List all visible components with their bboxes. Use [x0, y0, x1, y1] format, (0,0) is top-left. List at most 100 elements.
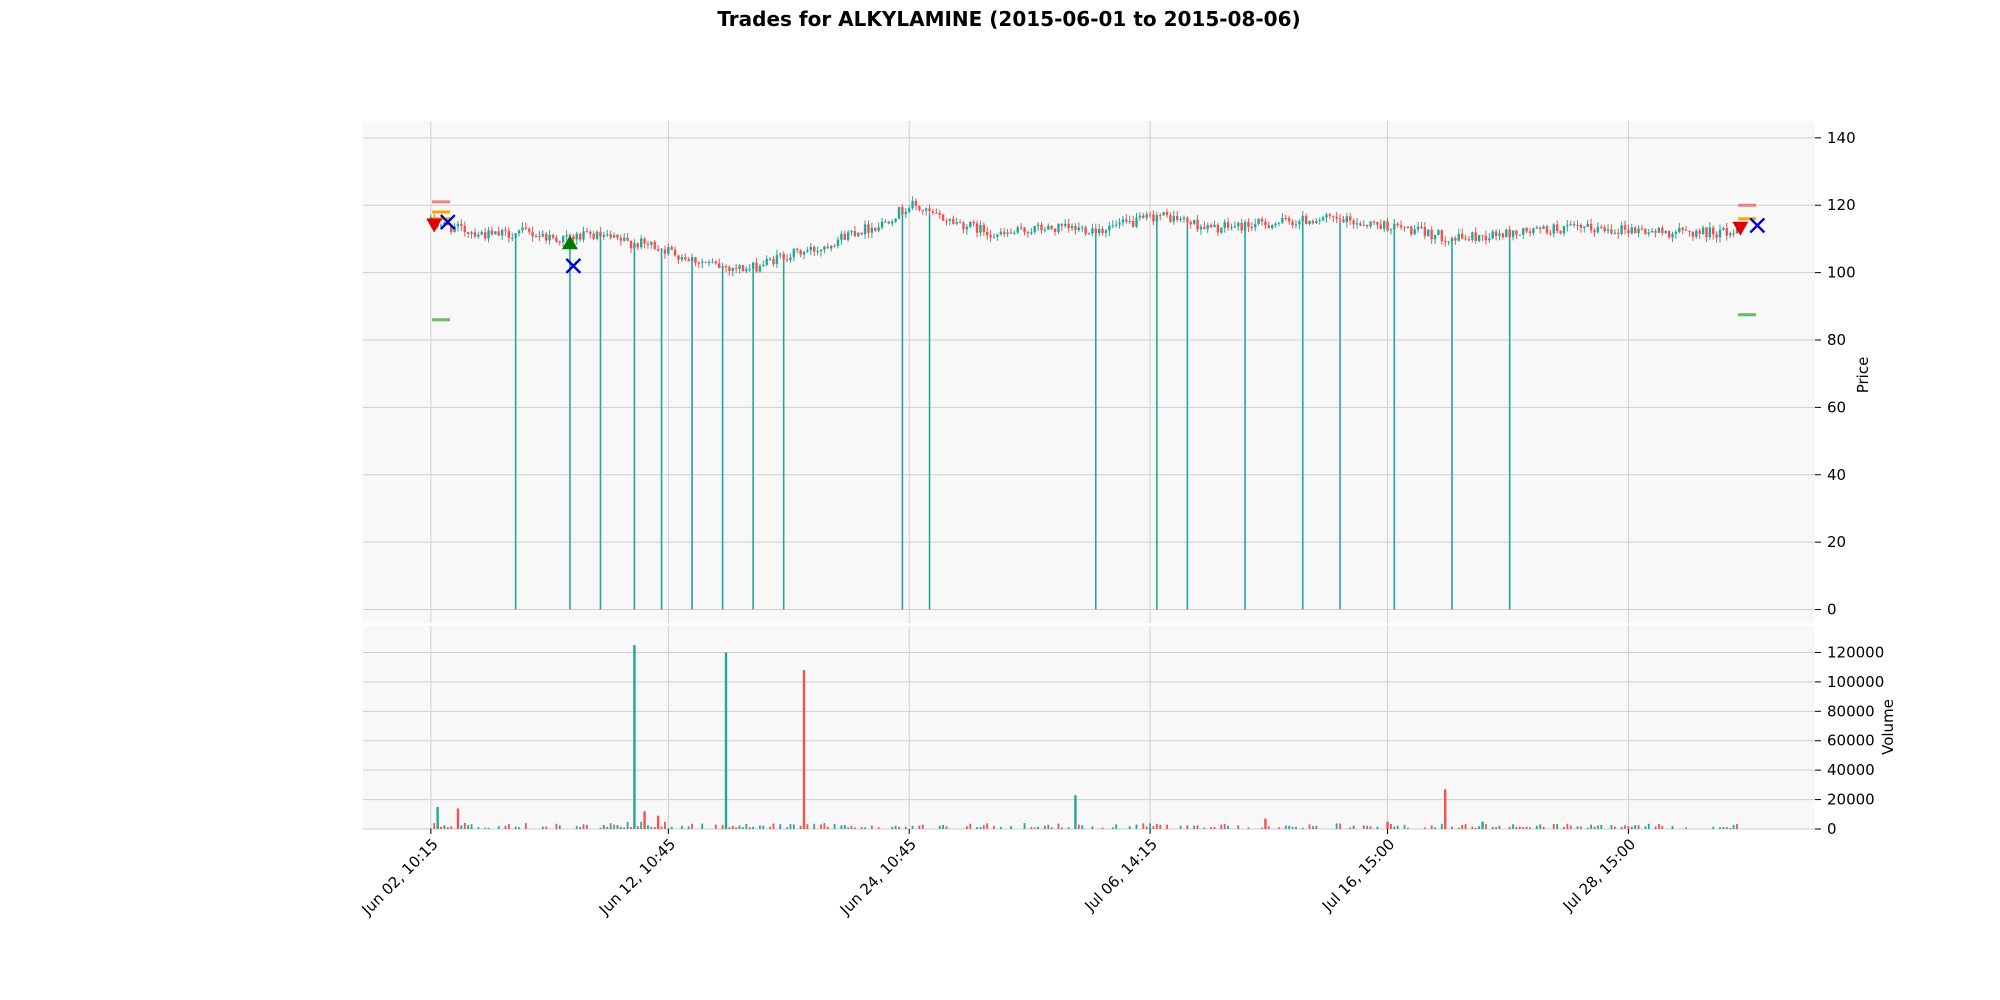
candle-body [1009, 232, 1013, 234]
volume-bar [1539, 824, 1542, 829]
candle-body [1528, 231, 1532, 234]
volume-bar [1111, 827, 1114, 829]
candle-body [1128, 221, 1131, 223]
candle-body [1318, 220, 1321, 222]
volume-bar [504, 825, 507, 829]
candle-body [1104, 230, 1108, 233]
candle-body [1148, 214, 1152, 216]
candle-body [1006, 232, 1009, 235]
candle-body [1311, 220, 1315, 224]
volume-bar [1301, 827, 1304, 829]
volume-bar [999, 826, 1002, 829]
candle-body [907, 208, 911, 213]
volume-bar [1067, 827, 1070, 829]
candle-body [1097, 229, 1101, 234]
candle-body [646, 243, 650, 245]
candle-body [497, 231, 500, 236]
candle-body [948, 218, 952, 221]
candle-body [585, 231, 589, 233]
candle-body [1325, 214, 1328, 218]
candle-body [1064, 223, 1067, 226]
candle-body [884, 221, 887, 223]
candle-body [623, 237, 626, 241]
candle-body [1596, 227, 1600, 233]
candle-body [1511, 230, 1515, 237]
volume-bar [1518, 826, 1521, 829]
x-tick-label: Jun 02, 10:15 [357, 835, 441, 919]
volume-bar [769, 826, 772, 829]
candle-body [1260, 218, 1264, 222]
candle-body [490, 230, 494, 235]
volume-bar [1627, 826, 1630, 829]
volume-bar [1081, 825, 1084, 829]
candle-body [1199, 226, 1203, 230]
volume-bar [518, 827, 520, 829]
candle-body [1077, 227, 1081, 231]
candle-body [1467, 239, 1471, 241]
volume-bar [1552, 823, 1555, 829]
candle-body [602, 235, 606, 237]
candle-body [1494, 231, 1498, 236]
volume-y-tick-label: 20000 [1827, 791, 1875, 809]
volume-bar [1654, 826, 1657, 829]
candle-body [626, 237, 629, 241]
candle-body [989, 235, 992, 238]
candle-body [538, 235, 541, 237]
volume-bar [1210, 826, 1213, 829]
volume-bar [1149, 823, 1151, 829]
candle-body [1352, 220, 1355, 225]
candle-body [1372, 221, 1376, 223]
candle-body [745, 268, 748, 272]
candle-body [975, 223, 979, 233]
volume-bar [1030, 827, 1033, 829]
volume-spike-bar [1264, 818, 1267, 829]
volume-bar [1457, 827, 1460, 829]
candle-body [931, 211, 935, 213]
candle-body [1057, 224, 1060, 232]
candle-body [572, 236, 575, 240]
volume-bar [840, 825, 843, 829]
candle-body [819, 249, 823, 252]
volume-bar [609, 823, 612, 829]
volume-bar [826, 826, 829, 829]
candle-body [1708, 227, 1712, 238]
volume-bar [1352, 825, 1355, 829]
volume-spike-bar [1444, 789, 1447, 829]
candle-body [1576, 224, 1579, 226]
volume-spike-bar [1386, 821, 1389, 829]
volume-bar [623, 827, 626, 829]
volume-bar [1580, 826, 1582, 829]
volume-bar [1515, 826, 1518, 829]
volume-y-tick-label: 120000 [1827, 643, 1884, 661]
volume-bar [1291, 826, 1294, 829]
volume-spike-bar [436, 806, 439, 829]
volume-bar [1522, 827, 1525, 829]
candle-body [1698, 230, 1701, 234]
volume-bar [1213, 826, 1216, 829]
candle-body [1247, 221, 1250, 227]
volume-bar [1434, 827, 1436, 829]
volume-bar [616, 825, 619, 829]
candle-body [853, 231, 857, 237]
volume-bar [860, 827, 863, 829]
volume-bar [1261, 827, 1263, 829]
candle-body [1162, 211, 1165, 216]
volume-y-ticks: 0 20000 40000 60000 80000 100000 120000 [1815, 643, 1884, 838]
candle-body [918, 205, 921, 210]
candle-body [867, 224, 870, 233]
candle-body [1033, 226, 1036, 233]
candle-body [816, 251, 819, 253]
candle-body [1464, 238, 1467, 240]
volume-bar [687, 826, 690, 829]
volume-bar [982, 825, 985, 829]
volume-bar [911, 825, 914, 829]
candle-body [1728, 233, 1732, 236]
volume-bar [660, 826, 663, 829]
candle-body [1644, 228, 1647, 235]
candle-body [487, 230, 490, 239]
candle-body [650, 241, 653, 245]
candle-body [1230, 227, 1233, 229]
volume-bar [1159, 824, 1162, 829]
volume-bar [1393, 826, 1396, 829]
candle-body [1552, 224, 1555, 234]
